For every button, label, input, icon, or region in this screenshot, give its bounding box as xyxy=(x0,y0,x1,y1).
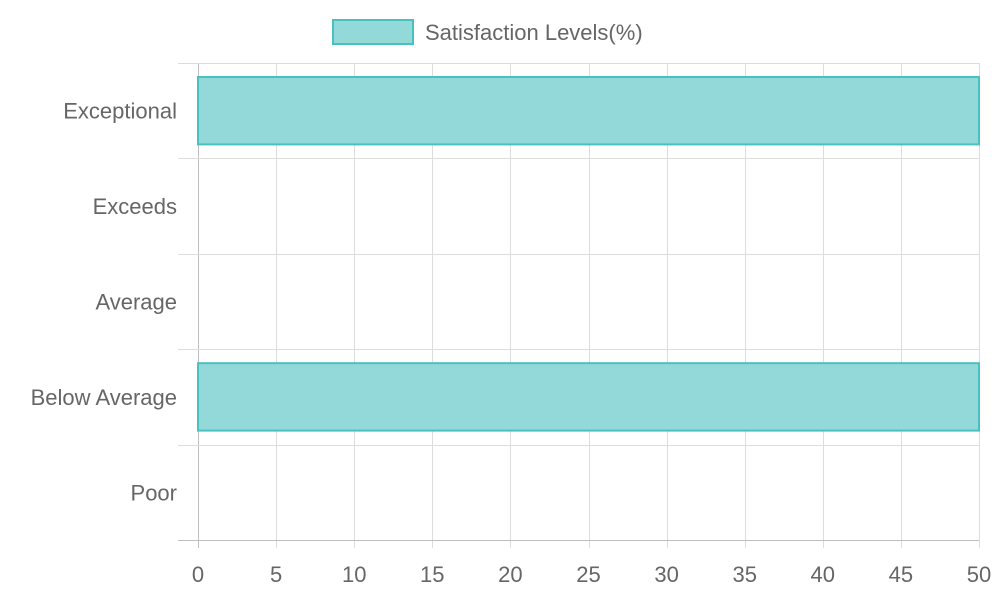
x-tick-label: 10 xyxy=(342,562,366,587)
legend[interactable]: Satisfaction Levels(%) xyxy=(332,19,643,45)
legend-label[interactable]: Satisfaction Levels(%) xyxy=(425,20,643,45)
y-tick-label: Exceptional xyxy=(63,99,177,124)
x-tick-label: 45 xyxy=(889,562,913,587)
x-tick-label: 20 xyxy=(498,562,522,587)
x-tick-label: 40 xyxy=(811,562,835,587)
x-tick-label: 5 xyxy=(270,562,282,587)
axis-layer: 0 5 10 15 20 25 30 35 40 45 50 Exceptional Exceeds Av… xyxy=(31,99,992,587)
x-tick-label: 30 xyxy=(654,562,678,587)
bars-layer xyxy=(197,76,980,432)
legend-swatch[interactable] xyxy=(332,19,414,45)
x-tick-label: 15 xyxy=(420,562,444,587)
y-tick-label: Below Average xyxy=(31,385,177,410)
x-tick-label: 50 xyxy=(967,562,991,587)
bar[interactable] xyxy=(197,76,980,146)
y-tick-label: Poor xyxy=(131,480,177,505)
x-tick-label: 25 xyxy=(576,562,600,587)
y-tick-label: Exceeds xyxy=(93,194,177,219)
x-tick-label: 35 xyxy=(732,562,756,587)
y-tick-label: Average xyxy=(95,290,177,315)
x-tick-label: 0 xyxy=(192,562,204,587)
bar[interactable] xyxy=(197,362,980,432)
